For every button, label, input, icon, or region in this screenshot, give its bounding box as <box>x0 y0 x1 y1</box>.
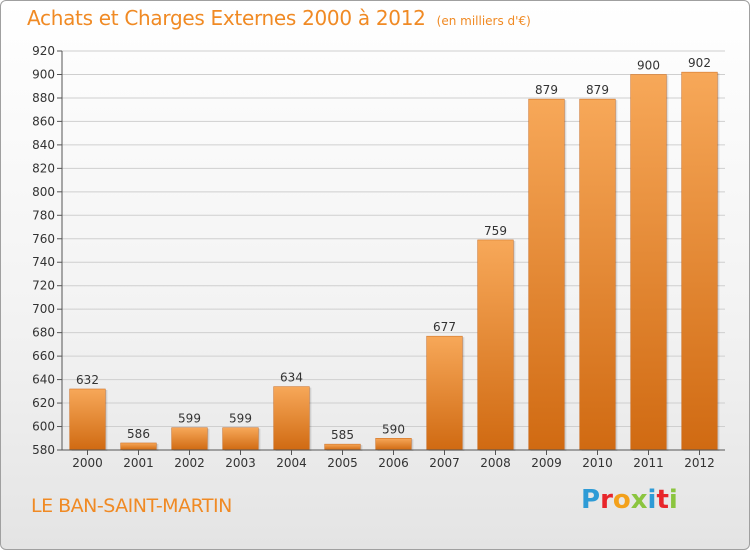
y-tick-label: 700 <box>32 302 55 316</box>
y-tick-label: 780 <box>32 208 55 222</box>
y-tick-label: 920 <box>32 44 55 58</box>
bar <box>222 427 259 451</box>
data-label: 590 <box>382 422 405 436</box>
y-tick-label: 660 <box>32 349 55 363</box>
y-tick-labels: 580 600 620 640 660 680 700 720 740 760 780 800 820 8… <box>32 44 55 457</box>
y-tick-label: 760 <box>32 232 55 246</box>
data-label: 586 <box>127 427 150 441</box>
bar <box>120 442 157 451</box>
logo-letter: o <box>612 485 631 515</box>
x-tick-label: 2003 <box>225 456 256 470</box>
data-label: 900 <box>637 58 660 72</box>
bar <box>375 438 412 451</box>
x-tick-label: 2011 <box>633 456 664 470</box>
logo-letter: i <box>647 485 657 515</box>
y-tick-label: 900 <box>32 67 55 81</box>
title-row: Achats et Charges Externes 2000 à 2012 (… <box>27 6 531 30</box>
y-tick-label: 800 <box>32 185 55 199</box>
y-tick-label: 860 <box>32 114 55 128</box>
y-tick-label: 880 <box>32 91 55 105</box>
y-tick-label: 840 <box>32 138 55 152</box>
chart-subtitle: (en milliers d'€) <box>436 14 531 28</box>
data-label: 599 <box>229 412 252 426</box>
bar <box>681 71 718 451</box>
x-tick-label: 2012 <box>684 456 715 470</box>
data-label: 632 <box>76 373 99 387</box>
y-tick-label: 600 <box>32 420 55 434</box>
x-tick-label: 2009 <box>531 456 562 470</box>
x-tick-label: 2010 <box>582 456 613 470</box>
logo-letter: r <box>600 485 613 515</box>
data-label: 879 <box>535 83 558 97</box>
proxiti-logo[interactable]: Proxiti <box>581 485 678 515</box>
bar <box>273 386 310 451</box>
bar <box>579 98 616 451</box>
logo-letter: x <box>630 485 648 515</box>
y-tick-label: 820 <box>32 161 55 175</box>
data-label: 634 <box>280 371 303 385</box>
y-tick-label: 580 <box>32 443 55 457</box>
x-tick-label: 2007 <box>429 456 460 470</box>
y-tick-label: 640 <box>32 373 55 387</box>
bar <box>477 239 514 451</box>
bar <box>69 388 106 451</box>
data-label: 599 <box>178 412 201 426</box>
x-tick-labels: 2000 2001 2002 2003 2004 2005 2006 2007 2008 2009… <box>72 450 715 470</box>
bar <box>324 443 361 451</box>
bar <box>528 98 565 451</box>
y-tick-label: 740 <box>32 255 55 269</box>
logo-letter: t <box>656 485 669 515</box>
data-label: 677 <box>433 320 456 334</box>
x-tick-label: 2002 <box>174 456 205 470</box>
bar <box>171 427 208 451</box>
bar <box>426 335 463 451</box>
grid-lines <box>57 50 725 451</box>
x-tick-label: 2005 <box>327 456 358 470</box>
axes <box>61 51 725 451</box>
x-tick-label: 2000 <box>72 456 103 470</box>
chart-title: Achats et Charges Externes 2000 à 2012 <box>27 6 426 30</box>
bar <box>630 74 667 451</box>
data-label: 902 <box>688 56 711 70</box>
bars <box>69 71 720 452</box>
x-tick-label: 2008 <box>480 456 511 470</box>
x-tick-label: 2006 <box>378 456 409 470</box>
x-tick-label: 2004 <box>276 456 307 470</box>
y-tick-label: 620 <box>32 396 55 410</box>
data-labels: 632 586 599 599 634 585 590 677 759 879 879 900 902 <box>76 56 711 442</box>
commune-name: LE BAN-SAINT-MARTIN <box>31 495 232 517</box>
data-label: 759 <box>484 224 507 238</box>
data-label: 585 <box>331 428 354 442</box>
logo-letter: i <box>668 485 678 515</box>
x-tick-label: 2001 <box>123 456 154 470</box>
logo-letter: P <box>581 485 601 515</box>
data-label: 879 <box>586 83 609 97</box>
y-tick-label: 720 <box>32 279 55 293</box>
y-tick-label: 680 <box>32 326 55 340</box>
